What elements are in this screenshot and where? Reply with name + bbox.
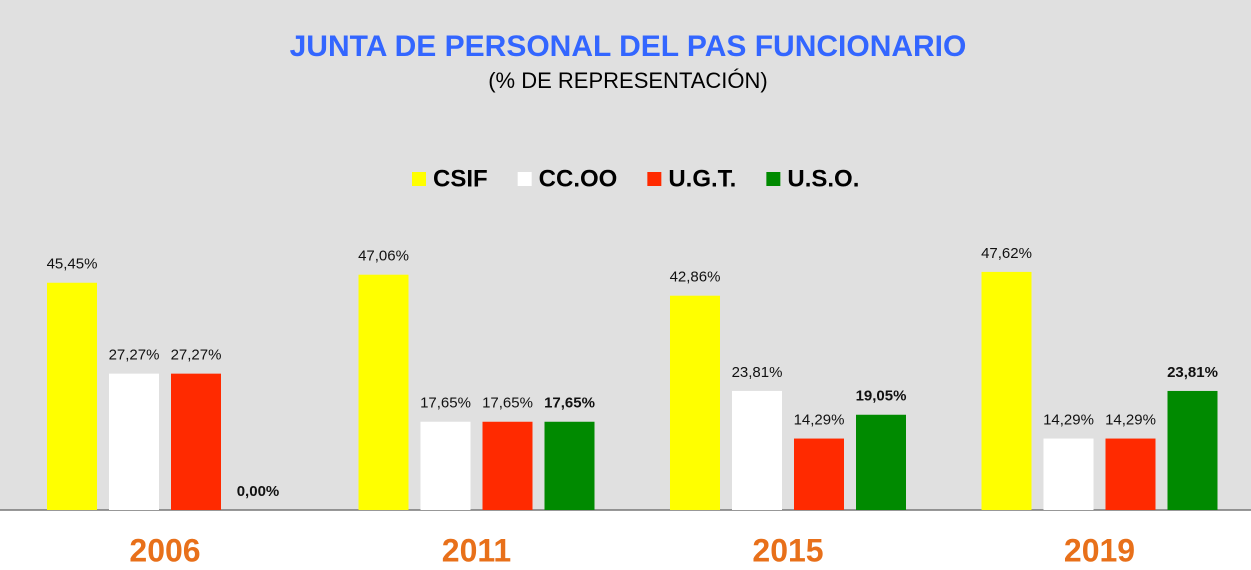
chart-title: JUNTA DE PERSONAL DEL PAS FUNCIONARIO: [290, 30, 967, 63]
legend-swatch: [766, 172, 781, 186]
bar: [482, 421, 533, 510]
bar: [981, 271, 1032, 510]
value-label: 47,06%: [358, 248, 409, 265]
legend-label: CC.OO: [539, 165, 618, 192]
bar: [794, 438, 844, 510]
value-label: 47,62%: [981, 245, 1032, 262]
value-label: 14,29%: [1105, 412, 1156, 429]
value-label: 17,65%: [420, 395, 471, 412]
value-label: 42,86%: [670, 269, 721, 286]
bar: [47, 282, 97, 510]
value-label: 17,65%: [544, 395, 595, 412]
value-label: 14,29%: [794, 412, 845, 429]
bar: [670, 295, 720, 510]
bar: [856, 414, 906, 510]
value-label: 19,05%: [856, 388, 907, 405]
legend-swatch: [647, 172, 662, 186]
value-label: 17,65%: [482, 395, 533, 412]
value-label: 27,27%: [109, 347, 160, 364]
value-label: 27,27%: [171, 347, 222, 364]
bar: [1105, 438, 1156, 510]
legend-swatch: [412, 172, 426, 186]
bar: [109, 373, 159, 510]
x-tick-label: 2011: [442, 532, 511, 568]
legend-label: U.S.O.: [787, 165, 859, 192]
value-label: 23,81%: [732, 364, 783, 381]
value-label: 14,29%: [1043, 412, 1094, 429]
value-label: 45,45%: [47, 256, 98, 273]
value-label: 0,00%: [237, 483, 280, 500]
bar: [358, 274, 409, 510]
bar: [420, 421, 471, 510]
bar: [171, 373, 221, 510]
legend-label: U.G.T.: [668, 165, 736, 192]
legend-label: CSIF: [433, 165, 488, 192]
bar: [544, 421, 595, 510]
legend-swatch: [517, 172, 532, 186]
x-tick-label: 2015: [752, 532, 823, 568]
bar: [732, 390, 782, 510]
value-label: 23,81%: [1167, 364, 1218, 381]
chart-subtitle: (% DE REPRESENTACIÓN): [488, 68, 768, 93]
bar: [1167, 390, 1218, 510]
x-tick-label: 2006: [129, 532, 200, 568]
x-tick-label: 2019: [1064, 532, 1135, 568]
bar: [1043, 438, 1094, 510]
